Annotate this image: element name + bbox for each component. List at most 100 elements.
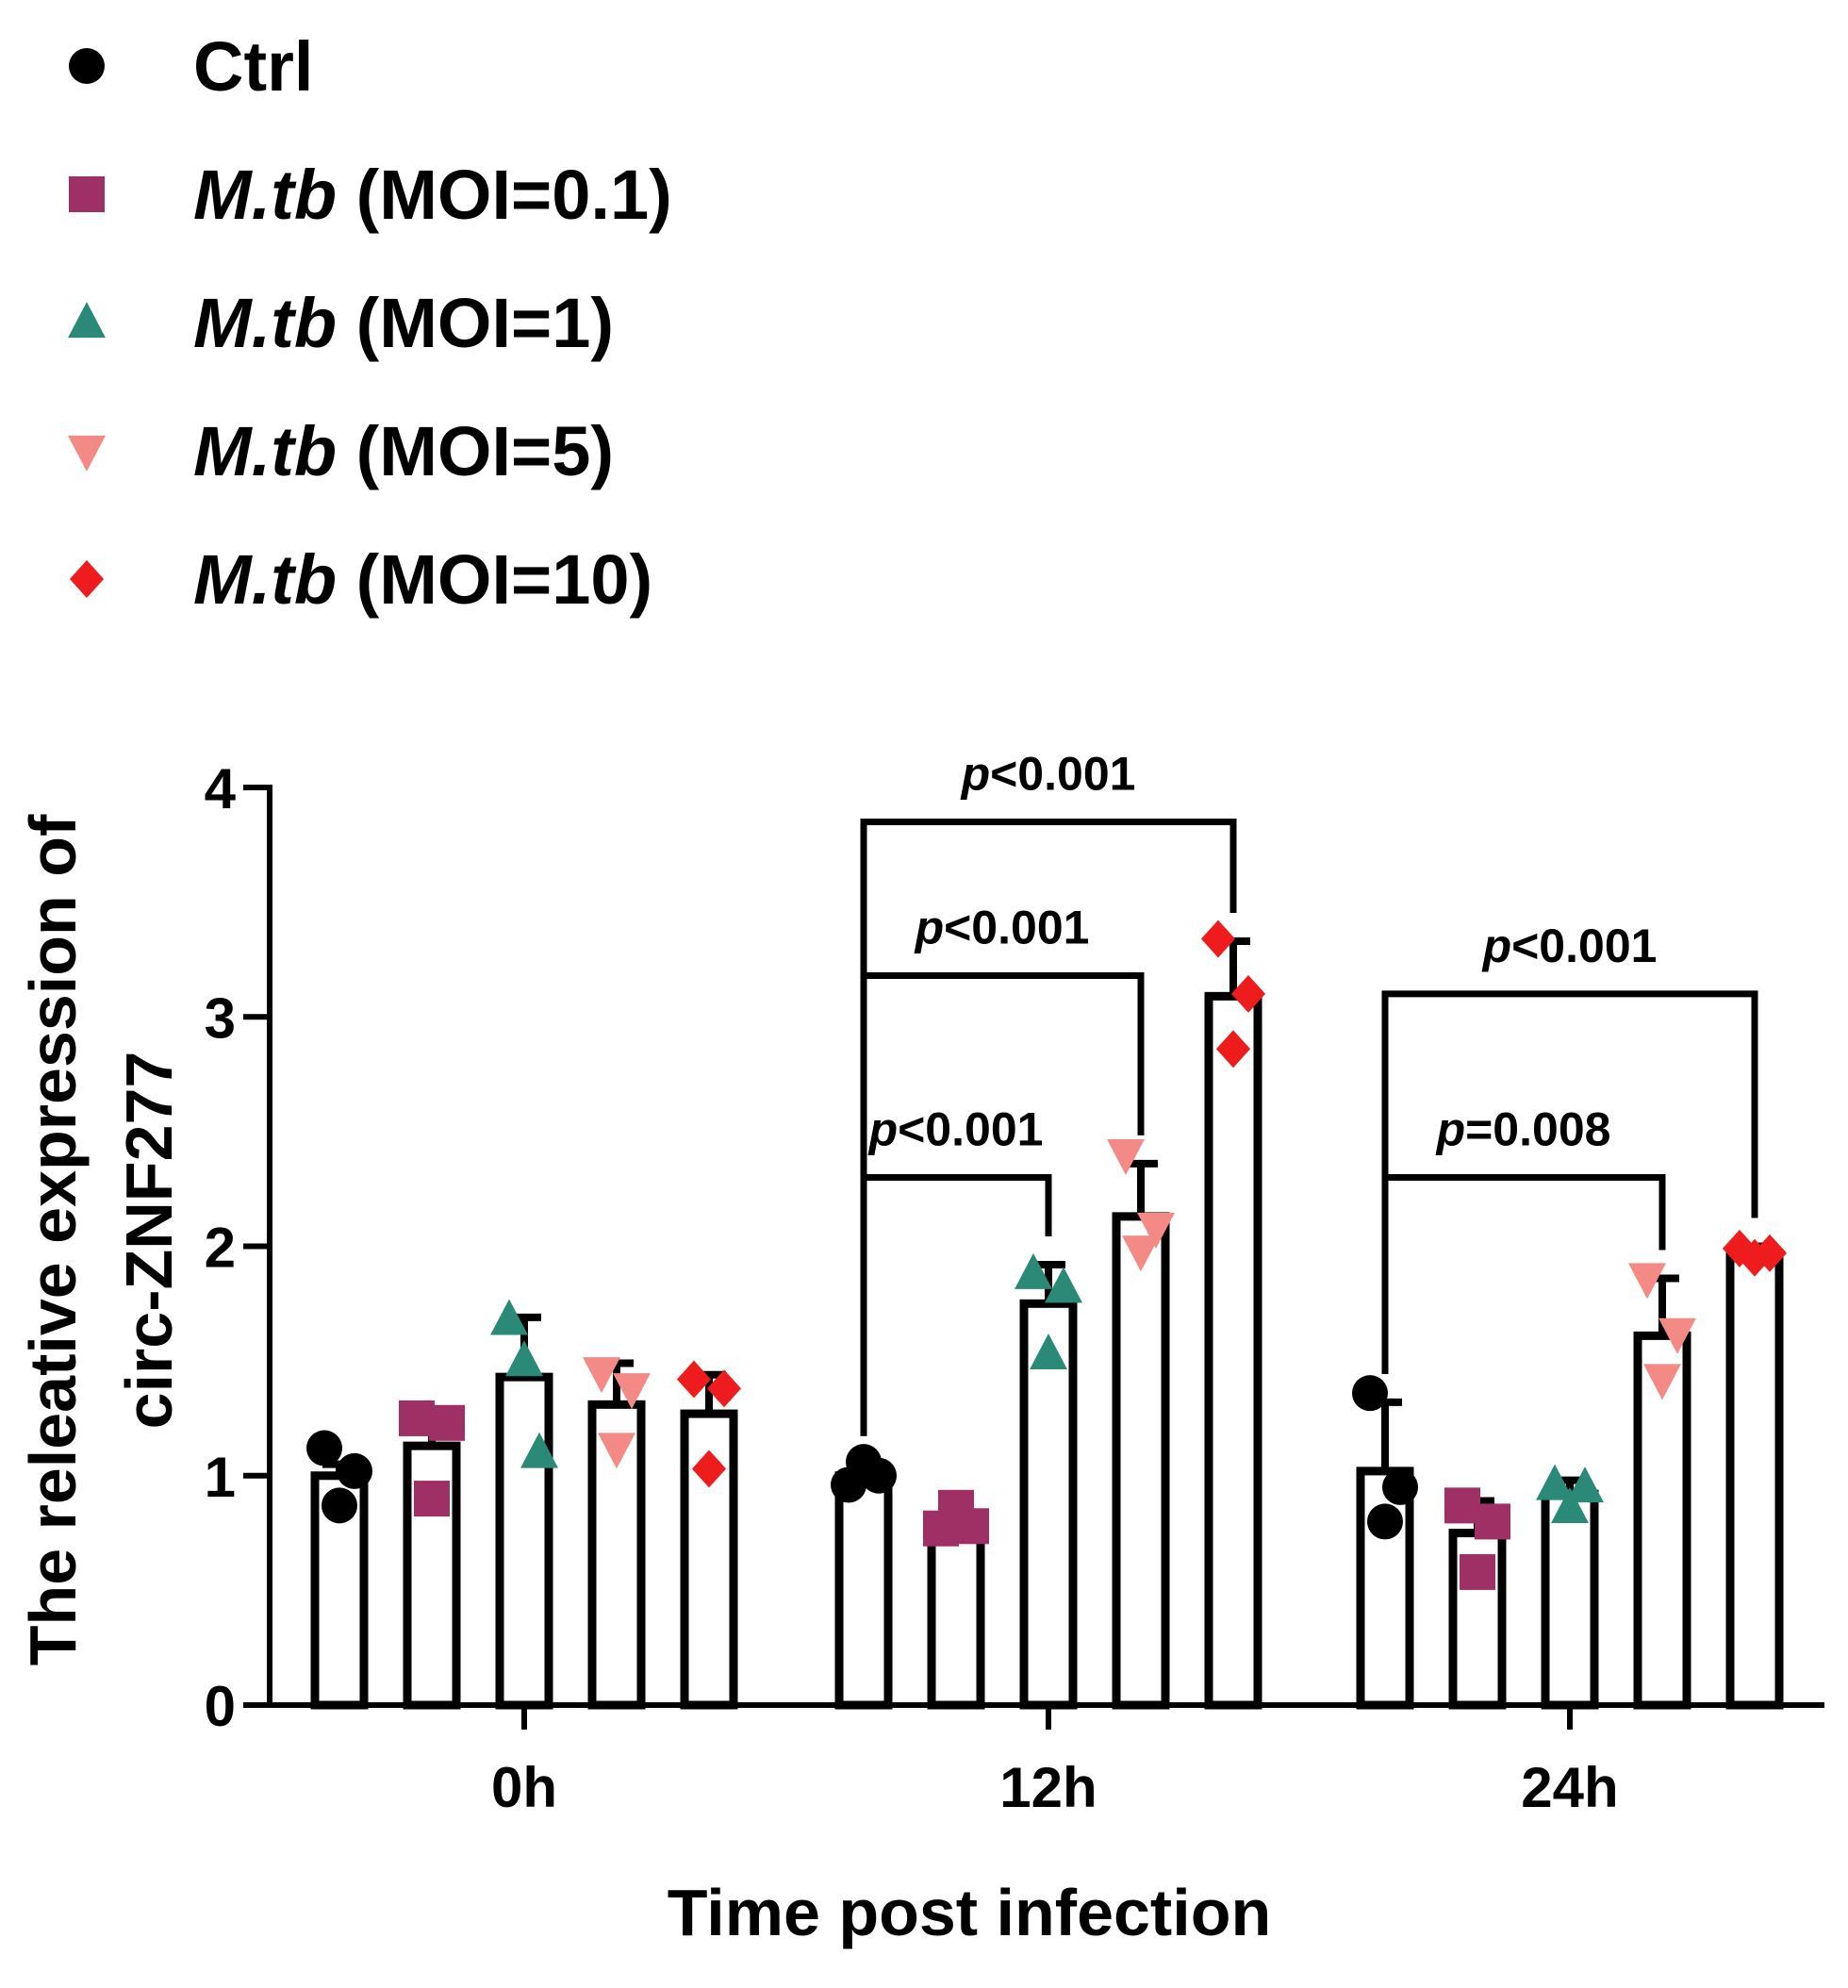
- y-axis-title: The releative expression of circ-ZNF277: [16, 814, 186, 1665]
- legend-entry: Ctrl: [69, 27, 313, 106]
- legend-label: M.tb (MOI=10): [193, 540, 652, 619]
- data-point: [490, 1299, 528, 1335]
- data-point: [1566, 1466, 1604, 1503]
- bracket-line: [860, 971, 1145, 1436]
- p-symbol: p: [1481, 919, 1512, 972]
- legend-marker-diamond: [69, 560, 105, 598]
- data-point: [1382, 1468, 1418, 1505]
- y-axis-title-line1: The releative expression of: [16, 814, 90, 1665]
- data-point: [399, 1400, 435, 1436]
- data-point: [505, 1340, 543, 1377]
- bracket-line: [1381, 990, 1758, 1374]
- data-point: [1444, 1487, 1480, 1524]
- legend-entry: M.tb (MOI=0.1): [69, 156, 672, 234]
- axes: 0 1 2 3 4 0h 12h 24h Time post infection The r…: [16, 757, 1824, 1949]
- legend-marker-square: [69, 176, 105, 212]
- p-value-text: <0.001: [944, 901, 1089, 953]
- data-point: [1045, 1267, 1082, 1303]
- x-tick-label: 0h: [491, 1756, 557, 1819]
- bar: [1725, 1249, 1784, 1710]
- legend-species: M.tb: [193, 156, 337, 234]
- legend-entry: M.tb (MOI=5): [68, 412, 614, 490]
- p-symbol: p: [867, 1103, 899, 1156]
- data-point: [414, 1481, 450, 1517]
- legend-label: M.tb (MOI=1): [193, 284, 614, 362]
- significance-bracket: p=0.008: [1381, 1103, 1666, 1374]
- y-ticks: 0 1 2 3 4: [205, 757, 270, 1738]
- p-value-text: =0.008: [1465, 1103, 1610, 1156]
- legend-species: M.tb: [193, 540, 337, 619]
- p-value-text: <0.001: [898, 1103, 1043, 1156]
- significance-bracket: p<0.001: [860, 1103, 1052, 1436]
- x-tick-label: 12h: [999, 1756, 1097, 1819]
- bar: [834, 1471, 893, 1710]
- y-tick-label: 3: [205, 986, 236, 1050]
- data-point: [1137, 1212, 1175, 1249]
- bar: [927, 1516, 985, 1710]
- legend-entry: M.tb (MOI=1): [68, 284, 614, 362]
- data-point: [1475, 1503, 1510, 1540]
- data-point: [1367, 1503, 1403, 1540]
- legend-entry: M.tb (MOI=10): [69, 540, 652, 619]
- significance-bracket: p<0.001: [860, 901, 1145, 1436]
- data-point: [429, 1404, 465, 1441]
- data-point: [520, 1432, 558, 1468]
- bar: [1112, 1212, 1170, 1710]
- data-point: [1643, 1364, 1681, 1400]
- bars: [310, 936, 1784, 1710]
- data-point: [1536, 1464, 1574, 1500]
- data-points: [306, 919, 1788, 1590]
- data-point: [1628, 1263, 1666, 1300]
- legend-label-text: (MOI=10): [337, 540, 652, 619]
- p-symbol: p: [1435, 1103, 1466, 1156]
- data-point: [1215, 1030, 1251, 1069]
- data-point: [306, 1430, 342, 1466]
- data-point: [676, 1360, 712, 1399]
- data-point: [1230, 974, 1266, 1013]
- data-point: [1122, 1235, 1160, 1272]
- y-tick-label: 1: [205, 1446, 236, 1509]
- p-value-label: p<0.001: [914, 901, 1090, 953]
- data-point: [691, 1450, 727, 1488]
- x-ticks: 0h 12h 24h: [491, 1705, 1619, 1819]
- p-value-label: p=0.008: [1435, 1103, 1611, 1156]
- data-point: [1658, 1317, 1696, 1354]
- y-tick-label: 0: [205, 1675, 236, 1738]
- x-tick-label: 24h: [1521, 1756, 1618, 1819]
- y-tick-label: 2: [205, 1217, 236, 1280]
- legend-marker-circle: [69, 48, 105, 84]
- data-point: [1200, 919, 1236, 958]
- y-axis-title-line2: circ-ZNF277: [112, 1052, 186, 1430]
- p-symbol: p: [960, 747, 991, 800]
- data-point: [1352, 1375, 1388, 1412]
- data-point: [1460, 1553, 1495, 1590]
- data-point: [861, 1457, 897, 1494]
- data-point: [322, 1487, 357, 1524]
- legend-species: M.tb: [193, 284, 337, 362]
- data-point: [953, 1508, 989, 1545]
- legend-label: M.tb (MOI=0.1): [193, 156, 672, 234]
- data-point: [1752, 1234, 1788, 1272]
- p-value-text: <0.001: [990, 747, 1135, 800]
- data-point: [337, 1452, 372, 1489]
- data-point: [613, 1373, 651, 1410]
- data-point: [598, 1433, 635, 1469]
- legend-label-text: Ctrl: [193, 27, 313, 106]
- bar: [1019, 1299, 1078, 1710]
- bracket-line: [860, 1174, 1052, 1436]
- bar: [1541, 1489, 1599, 1710]
- significance-bracket: p<0.001: [1381, 919, 1758, 1374]
- y-tick-label: 4: [205, 757, 237, 820]
- data-point: [1015, 1252, 1052, 1289]
- legend-species: M.tb: [193, 412, 337, 490]
- x-axis-title: Time post infection: [668, 1876, 1271, 1949]
- legend-label-text: (MOI=5): [337, 412, 614, 490]
- legend-label-text: (MOI=0.1): [337, 156, 672, 234]
- bar: [1204, 991, 1262, 1710]
- legend-label-text: (MOI=1): [337, 284, 614, 362]
- p-value-label: p<0.001: [960, 747, 1136, 800]
- data-point: [583, 1357, 620, 1394]
